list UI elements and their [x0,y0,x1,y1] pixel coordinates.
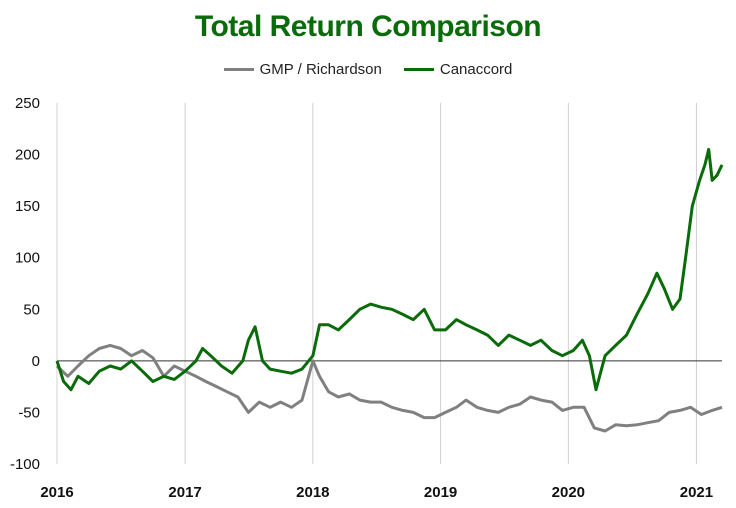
series-line-canaccord [55,147,724,392]
legend-label-canaccord: Canaccord [439,61,513,78]
grid-layer [56,103,697,464]
legend-item-gmp: GMP / Richardson [223,61,382,78]
series-layer [55,147,724,433]
y-tick-label-250: 250 [15,95,40,112]
y-tick-label--50: -50 [18,404,40,421]
chart-title: Total Return Comparison [194,10,542,43]
x-tick-label-2016: 2016 [40,484,73,501]
x-tick-label-2017: 2017 [168,484,201,501]
legend-swatch-canaccord [403,68,434,71]
y-tick-label-150: 150 [15,198,40,215]
y-tick-label-0: 0 [32,353,40,370]
legend: GMP / Richardson Canaccord [0,61,736,78]
legend-item-canaccord: Canaccord [403,61,513,78]
y-tick-label--100: -100 [10,456,40,473]
y-tick-label-100: 100 [15,250,40,267]
y-tick-label-200: 200 [15,147,40,164]
series-line-gmp-richardson [55,343,723,433]
x-tick-label-2019: 2019 [424,484,457,501]
legend-label-gmp: GMP / Richardson [259,61,382,78]
legend-swatch-gmp [223,68,254,71]
y-tick-label-50: 50 [23,301,40,318]
x-tick-label-2021: 2021 [680,484,713,501]
x-tick-label-2018: 2018 [296,484,329,501]
x-tick-label-2020: 2020 [552,484,585,501]
label-layer: 2016 2017 2018 2019 2020 2021 250 200 150 100 50 0 -… [10,95,713,501]
